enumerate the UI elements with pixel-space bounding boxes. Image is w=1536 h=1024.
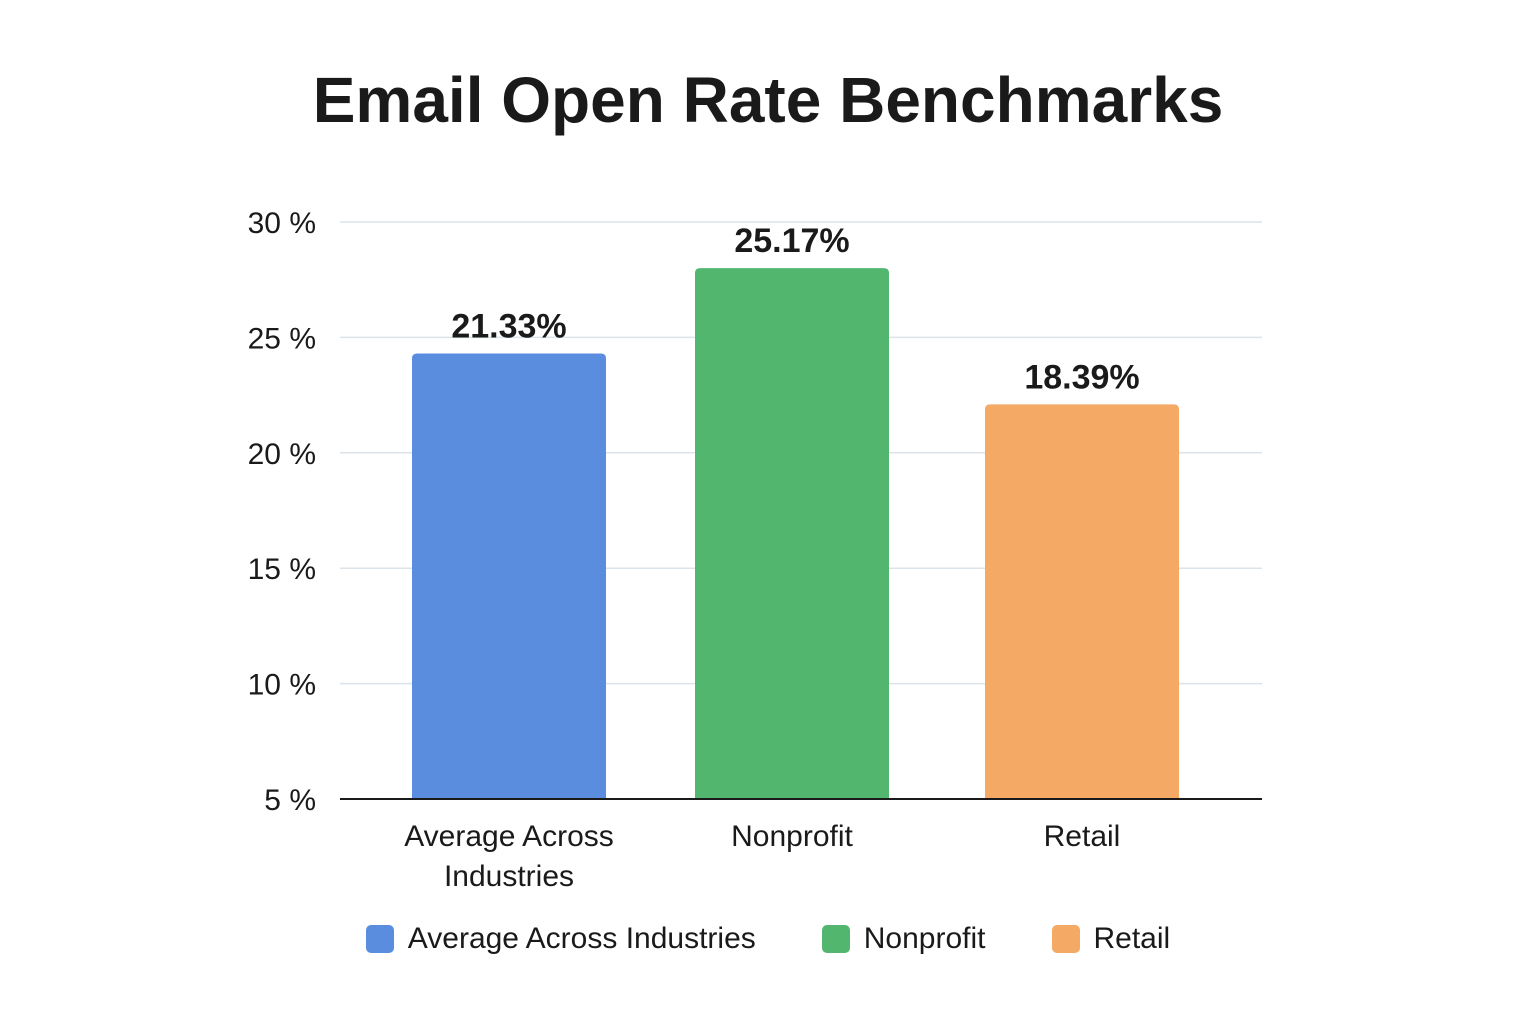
legend-label: Average Across Industries — [407, 922, 756, 955]
data-label: 25.17% — [734, 222, 849, 260]
legend-swatch — [1051, 925, 1080, 953]
data-label: 18.39% — [1024, 358, 1139, 396]
legend: Average Across Industries Nonprofit Retail — [0, 922, 1536, 956]
y-tick-label: 5 % — [264, 784, 316, 817]
x-tick-label: Nonprofit — [731, 820, 853, 853]
bar-retail — [985, 404, 1179, 799]
bar-average-across-industries — [412, 353, 606, 799]
legend-label: Nonprofit — [863, 922, 986, 955]
data-label: 21.33% — [451, 308, 566, 346]
x-tick-label: Retail — [1044, 820, 1121, 853]
chart-title: Email Open Rate Benchmarks — [312, 64, 1224, 136]
legend-item: Retail — [1051, 922, 1171, 956]
bar-nonprofit — [695, 268, 889, 799]
labels: 5 % 10 % 15 % 20 % 25 % 30 % 21.33% Average Acr… — [248, 207, 1140, 893]
y-tick-label: 15 % — [248, 553, 316, 586]
legend-swatch — [821, 925, 850, 953]
y-tick-label: 25 % — [248, 322, 316, 355]
legend-label: Retail — [1093, 922, 1171, 955]
bars — [412, 268, 1179, 799]
x-tick-label: Average Across Industries — [404, 820, 614, 893]
y-tick-label: 30 % — [248, 207, 316, 240]
legend-swatch — [365, 925, 394, 953]
legend-item: Nonprofit — [821, 922, 986, 956]
legend-item: Average Across Industries — [365, 922, 756, 956]
y-tick-label: 20 % — [248, 438, 316, 471]
y-tick-label: 10 % — [248, 669, 316, 702]
